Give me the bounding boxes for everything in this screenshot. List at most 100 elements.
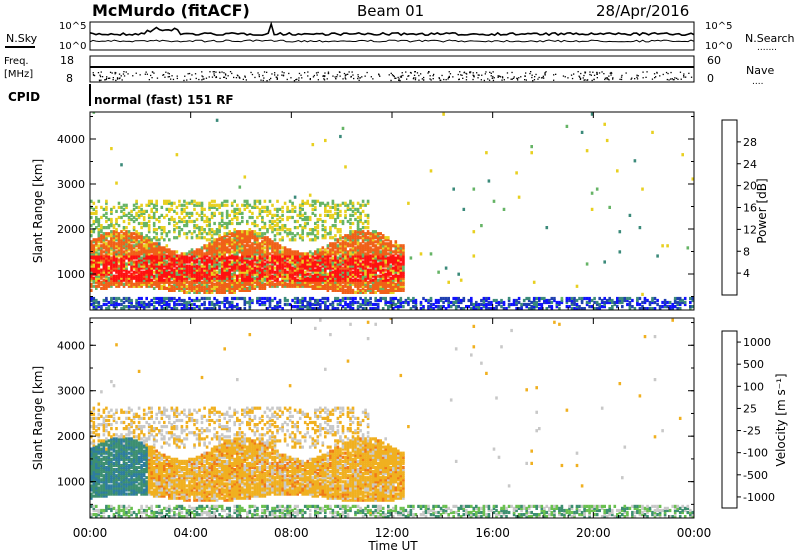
- nave-point: [358, 79, 360, 81]
- echo-cell: [565, 305, 569, 309]
- echo-cell: [188, 280, 191, 284]
- nave-point: [215, 76, 217, 78]
- echo-cell: [158, 266, 161, 270]
- echo-cell: [238, 262, 242, 266]
- echo-cell: [90, 252, 93, 256]
- nave-point: [225, 74, 227, 76]
- echo-cell: [246, 236, 249, 240]
- echo-cell: [243, 244, 247, 248]
- echo-cell: [288, 199, 292, 203]
- echo-cell: [643, 298, 647, 303]
- echo-cell: [180, 288, 184, 292]
- echo-cell: [233, 252, 236, 256]
- echo-cell: [107, 244, 111, 248]
- echo-cell: [188, 268, 191, 272]
- echo-cell: [271, 284, 274, 288]
- echo-cell: [183, 199, 186, 203]
- echo-cell: [276, 244, 279, 248]
- echo-cell: [233, 290, 236, 294]
- echo-cell: [598, 296, 601, 301]
- echo-cell: [122, 226, 126, 230]
- echo-cell: [331, 260, 335, 264]
- echo-cell: [95, 300, 98, 305]
- echo-cell: [130, 252, 133, 256]
- echo-cell: [319, 201, 322, 205]
- nave-point: [448, 71, 450, 73]
- echo-cell: [188, 286, 191, 290]
- echo-cell: [208, 224, 211, 228]
- echo-cell: [90, 513, 93, 517]
- echo-cell: [437, 270, 440, 274]
- nave-point: [637, 75, 639, 77]
- nave-point: [219, 71, 221, 74]
- echo-cell: [246, 248, 249, 252]
- nave-point: [313, 74, 315, 77]
- echo-cell: [198, 276, 201, 280]
- nave-point: [410, 72, 412, 74]
- echo-cell: [230, 302, 234, 307]
- echo-cell: [248, 236, 252, 240]
- echo-cell: [150, 274, 153, 278]
- echo-cell: [266, 260, 269, 264]
- echo-cell: [223, 302, 226, 307]
- echo-cell: [387, 300, 390, 305]
- echo-cell: [105, 246, 108, 250]
- echo-cell: [183, 215, 186, 220]
- echo-cell: [230, 305, 234, 309]
- echo-cell: [319, 258, 322, 262]
- echo-cell: [243, 234, 247, 238]
- echo-cell: [135, 201, 138, 205]
- echo-cell: [268, 226, 272, 230]
- echo-cell: [356, 286, 360, 290]
- echo-cell: [213, 284, 216, 288]
- nave-point: [642, 77, 644, 79]
- nave-point: [323, 75, 325, 78]
- echo-cell: [130, 240, 133, 244]
- echo-cell: [160, 213, 164, 217]
- echo-cell: [200, 268, 204, 272]
- nave-point: [430, 79, 432, 81]
- echo-cell: [225, 232, 229, 236]
- echo-cell: [397, 246, 400, 250]
- echo-cell: [379, 282, 382, 286]
- echo-cell: [308, 268, 312, 272]
- echo-cell: [286, 276, 289, 280]
- echo-cell: [120, 248, 123, 252]
- echo-cell: [351, 254, 355, 258]
- echo-cell: [349, 236, 352, 240]
- echo-cell: [210, 248, 214, 252]
- nave-point: [176, 75, 178, 77]
- echo-cell: [578, 305, 581, 309]
- echo-cell: [349, 248, 352, 252]
- echo-cell: [266, 244, 269, 248]
- echo-cell: [273, 207, 277, 211]
- echo-cell: [246, 280, 249, 284]
- echo-cell: [117, 254, 121, 258]
- nave-point: [327, 72, 330, 75]
- echo-cell: [115, 262, 118, 266]
- echo-cell: [188, 284, 191, 288]
- nave-point: [421, 78, 423, 80]
- echo-cell: [341, 278, 345, 282]
- echo-cell: [376, 282, 380, 286]
- echo-cell: [142, 215, 146, 220]
- echo-cell: [349, 278, 352, 282]
- echo-cell: [354, 282, 357, 286]
- echo-cell: [371, 268, 375, 272]
- echo-cell: [92, 238, 96, 242]
- echo-cell: [105, 272, 108, 276]
- echo-cell: [215, 228, 219, 232]
- echo-cell: [147, 201, 151, 205]
- nave-point: [213, 73, 215, 75]
- echo-cell: [193, 280, 196, 284]
- echo-cell: [256, 246, 259, 250]
- echo-cell: [185, 260, 189, 264]
- echo-cell: [616, 296, 619, 301]
- echo-cell: [163, 228, 166, 232]
- echo-cell: [155, 284, 158, 288]
- echo-cell: [364, 203, 367, 207]
- echo-cell: [324, 207, 327, 211]
- echo-cell: [278, 262, 282, 266]
- nave-point: [304, 72, 306, 74]
- echo-cell: [666, 300, 669, 305]
